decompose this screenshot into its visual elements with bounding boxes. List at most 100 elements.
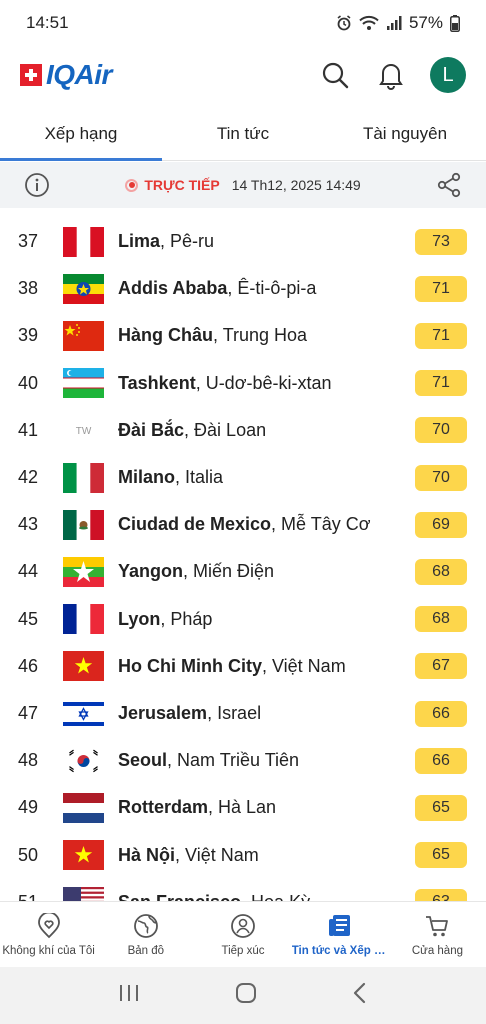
city-line: Rotterdam, Hà Lan [118,797,276,818]
rank-number: 39 [18,325,39,346]
svg-text:TW: TW [76,426,92,437]
ranking-row[interactable]: 42 Milano, Italia 70 [0,454,486,501]
app-header: IQAir L [0,46,486,104]
rank-number: 44 [18,561,39,582]
status-bar: 14:51 57% [0,0,486,46]
city-line: Milano, Italia [118,467,223,488]
ranking-row[interactable]: 41 TW Đài Bắc, Đài Loan 70 [0,407,486,454]
uzbekistan-flag-icon [63,368,104,399]
nav-label: Không khí của Tôi [2,944,95,957]
nav-label: Tiếp xúc [221,944,265,957]
city-name: Addis Ababa [118,278,228,299]
ranking-row[interactable]: 40 Tashkent, U-dơ-bê-ki-xtan 71 [0,360,486,407]
country-name: , U-dơ-bê-ki-xtan [195,372,332,393]
city-name: Hà Nội [118,844,176,865]
tab-bar: Xếp hạng Tin tức Tài nguyên [0,108,486,161]
israel-flag-icon [63,698,104,729]
country-name: , Miến Điện [183,561,275,582]
back-button[interactable] [352,982,368,1009]
avatar[interactable]: L [430,57,466,93]
signal-icon [386,15,402,31]
bottom-nav: Không khí của Tôi Bản đồ Tiếp xúc Tin tứ… [0,901,486,967]
ranking-row[interactable]: 38 Addis Ababa, Ê-ti-ô-pi-a 71 [0,265,486,312]
tw-flag-icon: TW [63,415,104,445]
rank-number: 51 [18,892,54,901]
home-button[interactable] [235,982,257,1009]
aqi-badge: 71 [415,322,467,349]
ranking-row[interactable]: 45 Lyon, Pháp 68 [0,596,486,643]
logo-text: IQAir [46,59,112,90]
country-name: , Italia [175,467,224,487]
ranking-row[interactable]: 43 Ciudad de Mexico, Mễ Tây Cơ 69 [0,501,486,548]
status-time: 14:51 [26,13,69,32]
italy-flag-icon [63,462,104,493]
rank-number: 38 [18,278,39,299]
city-line: Ho Chi Minh City, Việt Nam [118,656,346,677]
ranking-row[interactable]: 48 Seoul, Nam Triều Tiên 66 [0,737,486,784]
cart-icon [426,915,449,936]
city-name: Seoul [118,750,168,771]
aqi-badge: 63 [415,889,467,901]
country-name: , Đài Loan [184,419,267,440]
city-name: San Francisco [118,892,241,901]
nav-map[interactable]: Bản đồ [97,902,194,967]
city-line: Tashkent, U-dơ-bê-ki-xtan [118,373,332,394]
city-line: Hàng Châu, Trung Hoa [118,325,307,346]
search-button[interactable] [318,58,352,92]
rank-number: 48 [18,750,39,771]
aqi-badge: 73 [415,228,467,255]
tab-resources[interactable]: Tài nguyên [362,124,448,143]
notifications-button[interactable] [374,58,408,92]
ranking-row[interactable]: 46 Ho Chi Minh City, Việt Nam 67 [0,643,486,690]
city-name: Lima [118,231,161,251]
ethiopia-flag-icon [63,273,104,304]
rank-number: 40 [18,372,39,393]
nav-my-air[interactable]: Không khí của Tôi [0,902,97,967]
nav-news-rankings[interactable]: Tin tức và Xếp h... [292,902,389,967]
live-timestamp: 14 Th12, 2025 14:49 [231,177,361,193]
nav-exposure[interactable]: Tiếp xúc [194,902,291,967]
recent-apps-icon [119,985,138,1001]
live-bar: TRỰC TIẾP 14 Th12, 2025 14:49 [0,162,486,208]
alarm-icon [336,15,352,31]
ranking-row[interactable]: 51 San Francisco, Hoa Kỳ 63 [0,879,486,901]
battery-icon [450,14,460,32]
rank-number: 45 [18,608,39,629]
aqi-badge: 70 [415,417,467,444]
info-icon [25,173,49,197]
nav-store[interactable]: Cửa hàng [389,902,486,967]
city-name: Ciudad de Mexico [118,514,272,535]
city-line: Addis Ababa, Ê-ti-ô-pi-a [118,278,316,299]
info-button[interactable] [20,168,54,202]
ranking-row[interactable]: 47 Jerusalem, Israel 66 [0,690,486,737]
city-name: Jerusalem [118,703,208,723]
tab-rankings[interactable]: Xếp hạng [0,108,162,161]
bell-icon [379,64,403,90]
country-name: , Nam Triều Tiên [167,750,300,771]
city-line: Đài Bắc, Đài Loan [118,420,266,441]
share-button[interactable] [432,168,466,202]
aqi-badge: 66 [415,747,467,774]
tab-news[interactable]: Tin tức [216,124,270,143]
city-line: Hà Nội, Việt Nam [118,845,259,866]
city-line: Jerusalem, Israel [118,703,261,724]
ranking-row[interactable]: 49 Rotterdam, Hà Lan 65 [0,784,486,831]
iqair-logo[interactable]: IQAir [20,59,112,91]
ranking-list[interactable]: 37 Lima, Pê-ru 73 38 Addis Ababa, Ê-ti-ô-pi-… [0,208,486,901]
country-name: , Hoa Kỳ [241,892,310,901]
aqi-badge: 67 [415,653,467,680]
ranking-row[interactable]: 44 Yangon, Miến Điện 68 [0,548,486,595]
netherlands-flag-icon [63,792,104,823]
nav-label: Tin tức và Xếp h... [291,944,389,957]
aqi-badge: 71 [415,370,467,397]
exposure-icon [231,913,255,938]
rank-number: 37 [18,231,39,251]
ranking-row[interactable]: 37 Lima, Pê-ru 73 [0,218,486,265]
home-icon [235,983,256,1003]
rank-number: 49 [18,797,39,818]
battery-percent: 57% [408,13,443,32]
recent-apps-button[interactable] [118,983,140,1008]
ranking-row[interactable]: 50 Hà Nội, Việt Nam 65 [0,832,486,879]
news-icon [329,914,351,936]
ranking-row[interactable]: 39 Hàng Châu, Trung Hoa 71 [0,312,486,359]
